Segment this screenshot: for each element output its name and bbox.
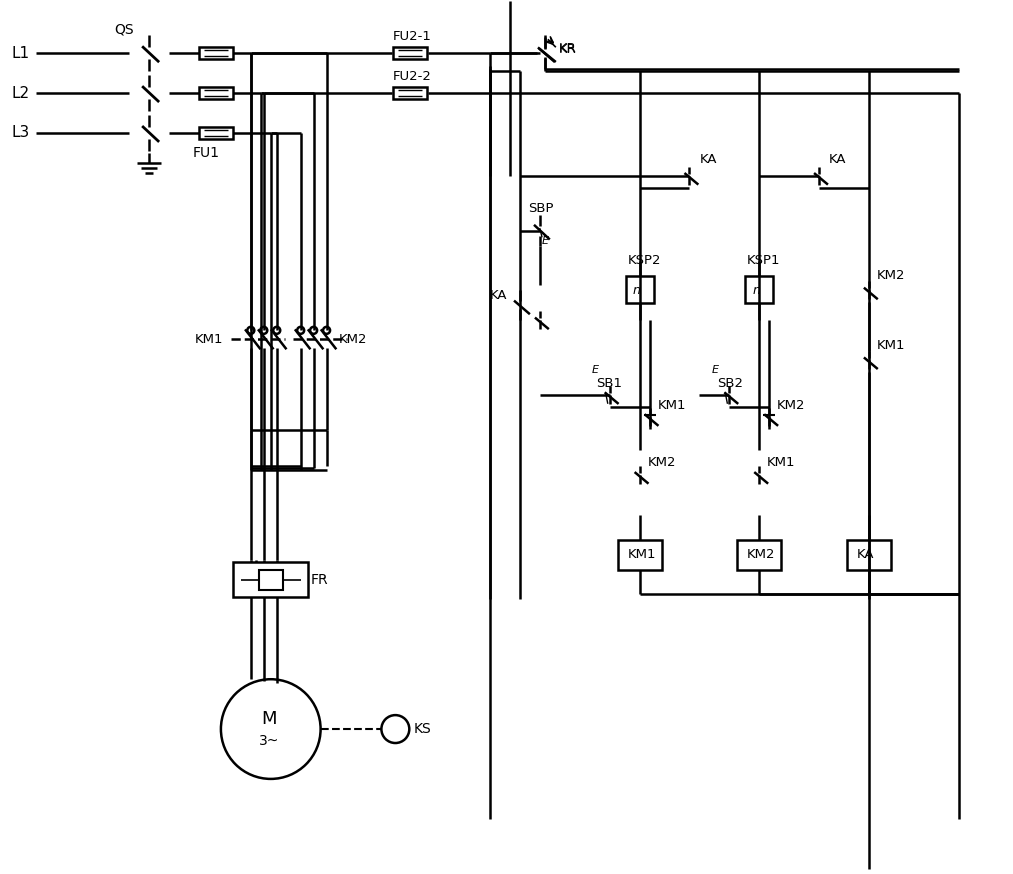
Bar — [847, 539, 890, 570]
Text: L2: L2 — [11, 86, 29, 101]
Text: FR: FR — [311, 572, 328, 586]
Text: KM2: KM2 — [748, 548, 776, 561]
Text: KM1: KM1 — [628, 548, 656, 561]
Text: KM1: KM1 — [877, 339, 906, 352]
Text: KM1: KM1 — [767, 456, 795, 469]
Text: KS: KS — [413, 722, 432, 736]
Text: KM1: KM1 — [194, 333, 223, 346]
Text: KA: KA — [829, 153, 847, 166]
Text: E: E — [711, 365, 718, 375]
Bar — [258, 570, 283, 590]
Circle shape — [323, 327, 330, 334]
Text: FU1: FU1 — [193, 146, 220, 160]
Bar — [233, 562, 308, 598]
Text: E: E — [542, 236, 549, 246]
Text: KR: KR — [559, 43, 576, 56]
Text: 3~: 3~ — [258, 734, 280, 748]
Bar — [737, 539, 781, 570]
Text: M: M — [260, 710, 277, 728]
Text: FU2-1: FU2-1 — [392, 30, 432, 43]
Circle shape — [382, 715, 409, 743]
Text: KSP1: KSP1 — [748, 254, 781, 267]
Text: SB2: SB2 — [717, 377, 744, 390]
Text: n: n — [753, 284, 760, 297]
Text: QS: QS — [114, 23, 134, 37]
Text: KM1: KM1 — [657, 399, 686, 412]
Text: FU2-2: FU2-2 — [392, 70, 432, 83]
Circle shape — [297, 327, 304, 334]
Bar — [618, 539, 661, 570]
Text: SB1: SB1 — [596, 377, 622, 390]
Text: KM2: KM2 — [877, 269, 906, 282]
Text: KSP2: KSP2 — [628, 254, 661, 267]
Text: n: n — [632, 284, 640, 297]
Text: E: E — [592, 365, 599, 375]
Bar — [746, 275, 773, 303]
Text: KA: KA — [490, 289, 508, 302]
Circle shape — [310, 327, 317, 334]
Text: L3: L3 — [11, 126, 29, 141]
Text: KM2: KM2 — [647, 456, 676, 469]
Text: L1: L1 — [11, 45, 29, 60]
Text: SBP: SBP — [528, 202, 553, 215]
Text: KR: KR — [559, 42, 576, 55]
Circle shape — [247, 327, 254, 334]
Text: KA: KA — [857, 548, 874, 561]
Text: KM2: KM2 — [338, 333, 367, 346]
Bar — [199, 127, 233, 139]
Text: KM2: KM2 — [777, 399, 805, 412]
Circle shape — [274, 327, 281, 334]
Text: KA: KA — [699, 153, 717, 166]
Bar — [393, 47, 427, 59]
Bar — [393, 87, 427, 99]
Circle shape — [221, 679, 320, 779]
Bar — [626, 275, 653, 303]
Bar — [199, 87, 233, 99]
Circle shape — [260, 327, 267, 334]
Bar — [199, 47, 233, 59]
